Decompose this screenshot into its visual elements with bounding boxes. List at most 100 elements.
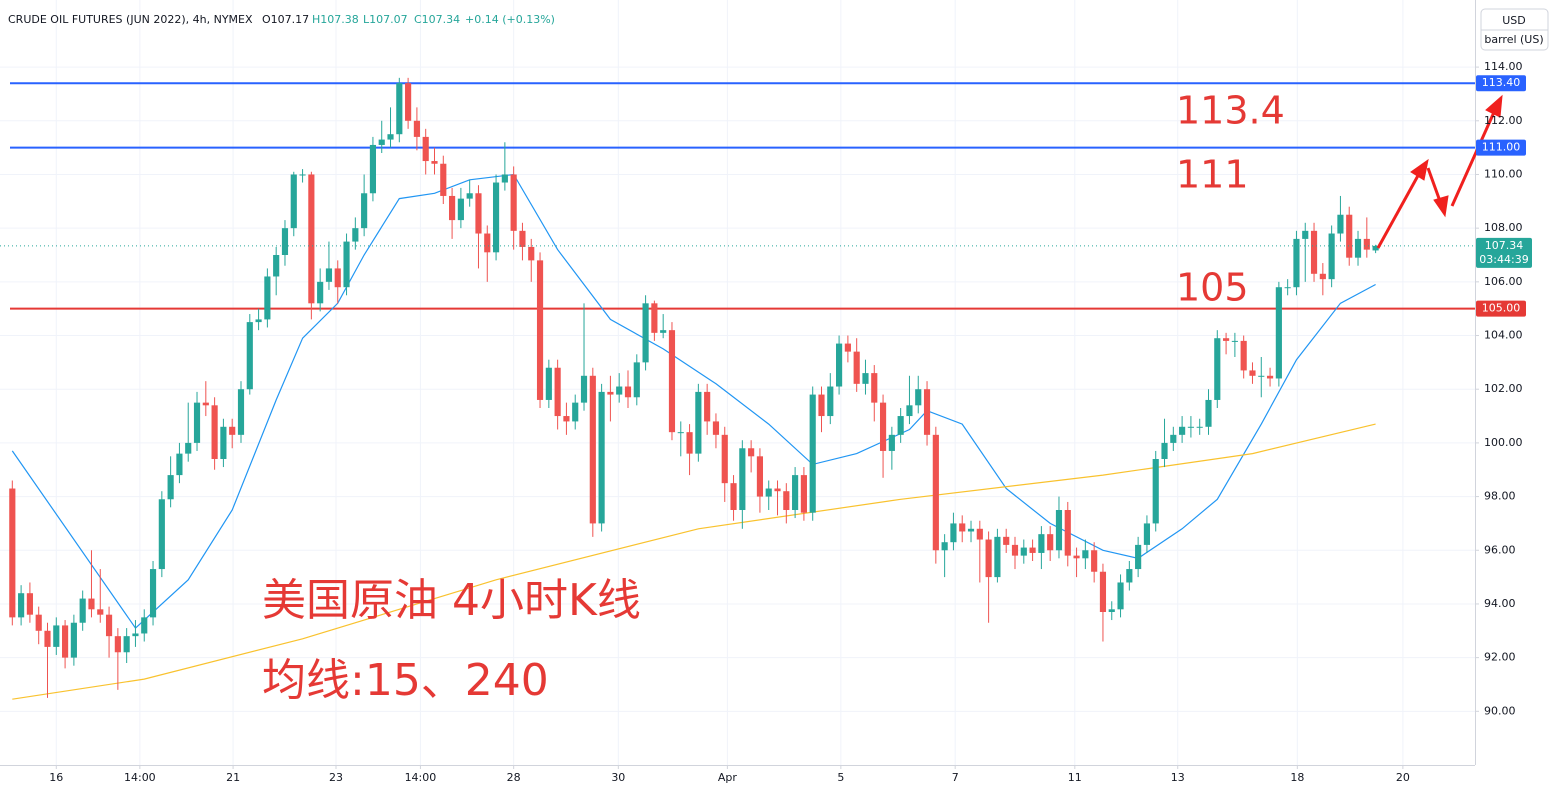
candle-body [1126, 569, 1133, 583]
candle-body [317, 281, 324, 304]
candle-body [792, 475, 799, 510]
candle-body [642, 303, 649, 363]
annotation: 111 [1176, 153, 1249, 197]
annotation: 均线:15、240 [262, 655, 549, 706]
candle-body [967, 528, 975, 532]
candle-body [862, 373, 869, 384]
candle-body [1223, 338, 1230, 341]
x-tick-label: 23 [329, 771, 343, 784]
candle-body [281, 228, 289, 255]
candle-body [528, 246, 535, 261]
candle-body [668, 330, 676, 433]
candle-body [361, 193, 368, 229]
candle-body [352, 228, 359, 242]
candle-body [721, 434, 728, 484]
candle-body [422, 136, 429, 162]
candle-body [616, 386, 623, 395]
candle-body [35, 614, 42, 631]
candle-body [1275, 287, 1282, 379]
candle-body [976, 528, 983, 540]
candle-body [783, 491, 790, 510]
candle-body [1055, 510, 1063, 551]
candle-body [888, 434, 895, 451]
plot [0, 77, 1475, 700]
candle-body [1161, 442, 1168, 459]
candle-body [202, 402, 209, 406]
y-tick-label: 90.00 [1484, 704, 1516, 717]
candle-body [607, 391, 614, 395]
last-price-tag [1476, 237, 1532, 268]
candle-body [229, 426, 236, 435]
arrow-up [1376, 171, 1422, 249]
arrows [1376, 94, 1503, 249]
candle-body [273, 255, 280, 277]
candle-body [1284, 287, 1291, 289]
candle-body [70, 622, 77, 658]
candle-body [836, 343, 843, 387]
x-tick-label: 16 [49, 771, 63, 784]
candle-body [255, 319, 262, 323]
candle-body [185, 442, 192, 454]
candle-body [554, 367, 561, 417]
annotation: 113.4 [1176, 89, 1285, 133]
candle-body [1082, 550, 1089, 559]
candle-body [1372, 245, 1379, 251]
candle-body [915, 389, 922, 406]
x-tick-label: 30 [611, 771, 625, 784]
candle-body [589, 375, 596, 524]
candle-body [405, 83, 412, 121]
candle-body [536, 260, 544, 400]
candle-body [1099, 571, 1107, 612]
y-tick-label: 94.00 [1484, 597, 1516, 610]
y-tick-label: 108.00 [1484, 221, 1523, 234]
candle-body [1249, 370, 1256, 376]
candle-body [413, 120, 420, 137]
candle-body [844, 343, 851, 352]
candle-body [299, 174, 306, 176]
candle-body [1205, 399, 1212, 427]
candle-body [580, 375, 588, 403]
arrowhead [1410, 158, 1429, 181]
y-tick-label: 100.00 [1484, 436, 1523, 449]
candle-body [1135, 544, 1142, 570]
candle-body [53, 625, 60, 647]
candle-body [1003, 536, 1010, 545]
candle-body [1302, 230, 1309, 239]
candle-body [501, 174, 508, 183]
x-tick-label: 21 [226, 771, 240, 784]
candle-body [1179, 426, 1186, 435]
candle-body [1029, 547, 1036, 553]
candle-body [193, 402, 201, 443]
ohlc-label: +0.14 (+0.13%) [465, 13, 555, 26]
candle-body [871, 373, 878, 403]
candle-body [510, 174, 517, 231]
ohlc-label: H107.38 [312, 13, 359, 26]
candle-body [369, 144, 377, 194]
candle-body [1187, 426, 1194, 428]
candle-body [290, 174, 297, 229]
candle-body [1319, 273, 1326, 280]
candle-body [598, 391, 605, 524]
candle-body [1020, 547, 1027, 556]
candle-body [237, 389, 245, 435]
candle-body [123, 636, 130, 653]
moving-average [12, 423, 1376, 700]
candle-body [264, 276, 271, 320]
candle-body [149, 569, 157, 618]
candle-body [1091, 550, 1098, 572]
x-tick-label: 7 [952, 771, 959, 784]
candle-body [1214, 338, 1221, 400]
countdown: 03:44:39 [1479, 253, 1528, 266]
x-tick-label: 20 [1396, 771, 1410, 784]
candle-body [105, 614, 113, 637]
y-tick-label: 104.00 [1484, 329, 1523, 342]
candle-body [158, 499, 165, 570]
level-tag [1476, 139, 1526, 156]
candle-body [1108, 609, 1115, 612]
candle-body [466, 193, 473, 199]
candle-body [633, 362, 640, 398]
y-tick-label: 96.00 [1484, 543, 1516, 556]
candle-body [492, 182, 500, 253]
candle-body [44, 630, 51, 647]
x-tick-label: 14:00 [405, 771, 437, 784]
